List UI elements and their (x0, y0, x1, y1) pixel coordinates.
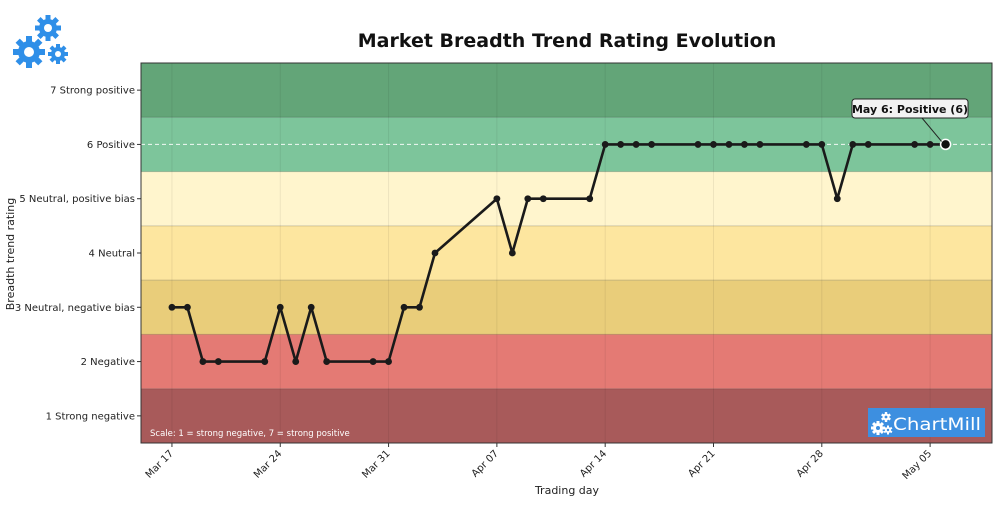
data-point (741, 141, 748, 148)
x-tick-label: Apr 21 (686, 448, 717, 479)
annotation-text: May 6: Positive (6) (852, 103, 968, 116)
data-point (508, 249, 516, 257)
data-point (400, 303, 408, 311)
chart-title: Market Breadth Trend Rating Evolution (358, 30, 776, 52)
data-point (632, 141, 640, 148)
data-point (539, 195, 547, 203)
data-point (431, 249, 439, 257)
last-value-annotation: May 6: Positive (6) (851, 98, 969, 142)
x-tick-label: Mar 17 (144, 448, 176, 480)
band-7 (141, 63, 992, 118)
data-point (214, 358, 222, 365)
data-point (292, 358, 300, 365)
data-point (385, 358, 392, 365)
x-tick-label: Mar 24 (252, 448, 284, 480)
data-point (756, 141, 764, 148)
data-point (601, 141, 609, 148)
data-point (168, 303, 176, 311)
data-point (648, 141, 655, 148)
data-point (725, 141, 733, 148)
data-point (802, 141, 810, 148)
y-tick-label: 5 Neutral, positive bias (19, 194, 135, 205)
chartmill-logo: ChartMill (868, 408, 985, 437)
data-point (524, 195, 532, 203)
y-tick-label: 1 Strong negative (46, 411, 135, 422)
data-points (168, 138, 952, 365)
scale-note: Scale: 1 = strong negative, 7 = strong p… (150, 429, 350, 439)
rating-bands (141, 63, 992, 443)
data-point (864, 141, 872, 148)
x-tick-label: Apr 28 (795, 448, 826, 479)
data-point (199, 358, 207, 365)
data-point (261, 358, 269, 365)
gears-icon (13, 15, 68, 68)
x-tick-labels: Mar 17 Mar 24 Mar 31 Apr 07 Apr 14 Apr 21 Apr … (144, 443, 935, 482)
data-point (617, 141, 625, 148)
latest-data-point (939, 138, 952, 151)
trend-line (170, 143, 947, 363)
band-3 (141, 280, 992, 335)
x-tick-label: Apr 07 (470, 448, 501, 479)
x-tick-label: Apr 14 (578, 448, 609, 479)
series-line (170, 143, 947, 363)
x-axis-label: Trading day (534, 484, 600, 497)
data-point (849, 141, 857, 148)
y-tick-labels: 1 Strong negative 2 Negative 3 Neutral, ne… (15, 86, 141, 422)
data-point (416, 303, 423, 311)
x-tick-label: May 05 (901, 448, 935, 482)
grid-lines (171, 63, 931, 443)
x-tick-label: Mar 31 (360, 448, 392, 480)
data-point (493, 195, 501, 203)
y-tick-label: 3 Neutral, negative bias (15, 303, 135, 314)
y-tick-label: 7 Strong positive (50, 86, 135, 97)
y-axis-label: Breadth trend rating (4, 198, 17, 311)
y-tick-label: 4 Neutral (89, 249, 135, 260)
y-tick-label: 2 Negative (81, 357, 135, 368)
y-tick-label: 6 Positive (87, 140, 135, 151)
data-point (818, 141, 826, 148)
data-point (911, 141, 919, 148)
data-point (184, 303, 191, 311)
data-point (323, 358, 331, 365)
data-point (833, 195, 841, 203)
data-point (710, 141, 717, 148)
data-point (586, 195, 594, 203)
brand-name: ChartMill (893, 415, 981, 435)
data-point (926, 141, 934, 148)
data-point (276, 303, 284, 311)
band-4 (141, 225, 992, 281)
plot-frame (140, 62, 993, 444)
data-point (694, 141, 702, 148)
band-2 (141, 334, 992, 389)
data-point (369, 358, 377, 365)
band-1 (141, 388, 992, 443)
data-point (307, 303, 315, 311)
